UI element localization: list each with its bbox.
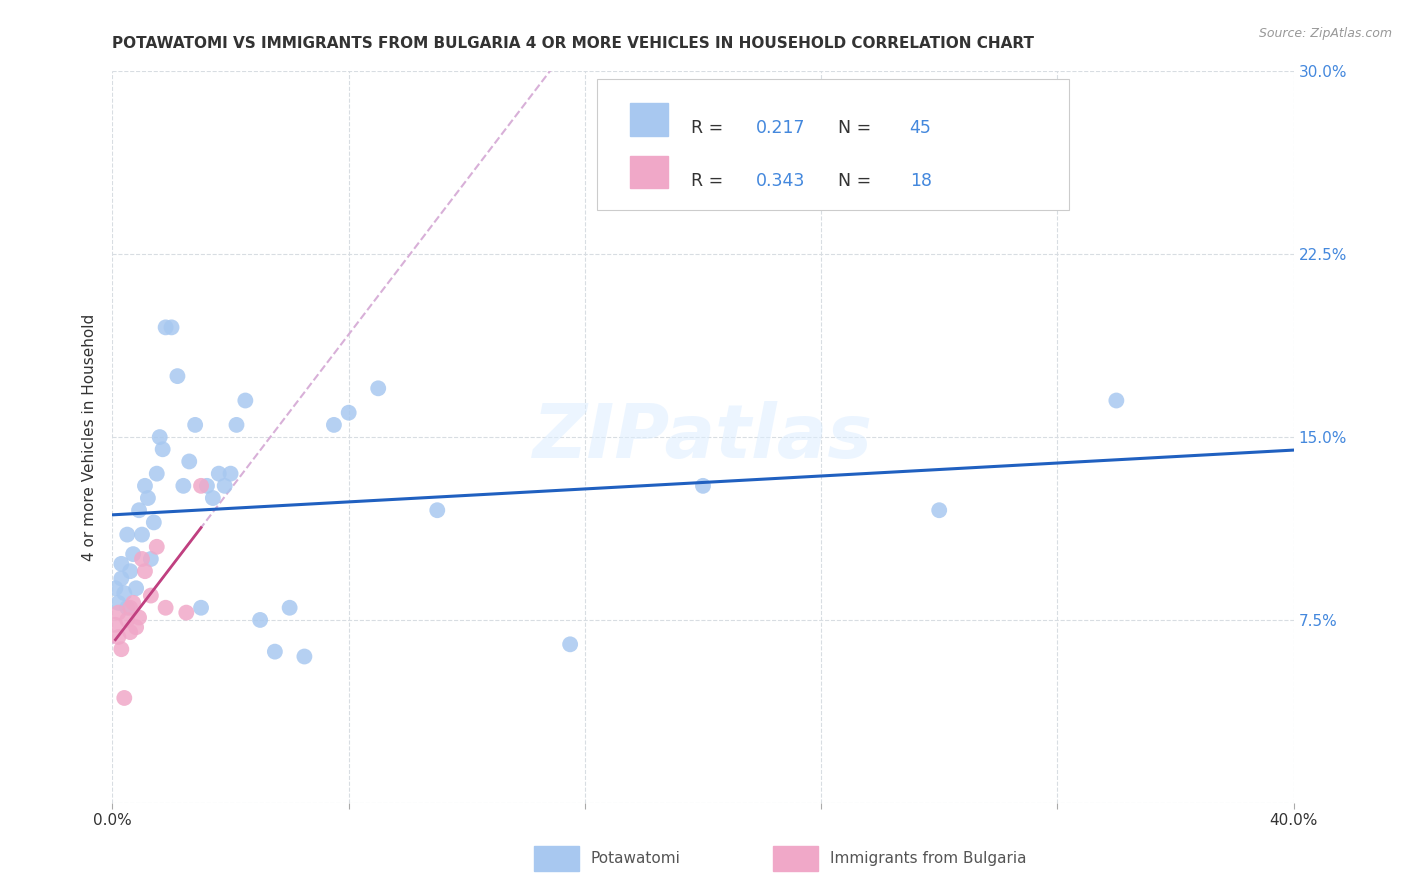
Point <box>278 600 301 615</box>
Point <box>110 572 132 586</box>
Point <box>426 503 449 517</box>
Text: POTAWATOMI VS IMMIGRANTS FROM BULGARIA 4 OR MORE VEHICLES IN HOUSEHOLD CORRELATI: POTAWATOMI VS IMMIGRANTS FROM BULGARIA 4… <box>112 36 1035 51</box>
Point <box>131 552 153 566</box>
Point <box>107 606 129 620</box>
Text: Source: ZipAtlas.com: Source: ZipAtlas.com <box>1258 27 1392 40</box>
Point <box>104 581 127 595</box>
Y-axis label: 4 or more Vehicles in Household: 4 or more Vehicles in Household <box>82 313 97 561</box>
Point <box>134 564 156 578</box>
Point <box>166 369 188 384</box>
Point <box>120 564 142 578</box>
Point <box>172 479 194 493</box>
Point <box>195 479 218 493</box>
Text: 0.343: 0.343 <box>756 172 806 190</box>
Point <box>112 586 135 600</box>
Point <box>219 467 242 481</box>
Point <box>249 613 271 627</box>
Text: 18: 18 <box>910 172 932 190</box>
Point <box>117 600 138 615</box>
Text: 45: 45 <box>910 120 932 137</box>
Point <box>146 467 169 481</box>
Text: 0.217: 0.217 <box>756 120 806 137</box>
Point <box>225 417 247 432</box>
FancyBboxPatch shape <box>630 155 668 188</box>
Point <box>214 479 236 493</box>
Point <box>337 406 360 420</box>
Point <box>131 527 153 541</box>
Point <box>107 630 129 644</box>
FancyBboxPatch shape <box>596 78 1069 211</box>
Point <box>152 442 174 457</box>
Text: Potawatomi: Potawatomi <box>591 851 681 865</box>
Point <box>107 596 129 610</box>
Point <box>155 320 177 334</box>
Point <box>104 617 127 632</box>
Text: ZIPatlas: ZIPatlas <box>533 401 873 474</box>
Point <box>179 454 201 468</box>
Point <box>125 620 148 634</box>
Point <box>112 690 135 705</box>
Point <box>292 649 315 664</box>
Point <box>190 600 212 615</box>
Point <box>558 637 582 651</box>
Point <box>160 320 183 334</box>
Point <box>117 613 138 627</box>
FancyBboxPatch shape <box>630 103 668 136</box>
Point <box>367 381 389 395</box>
Text: Immigrants from Bulgaria: Immigrants from Bulgaria <box>830 851 1026 865</box>
Point <box>208 467 231 481</box>
Point <box>128 503 150 517</box>
Point <box>110 557 132 571</box>
Text: N =: N = <box>827 172 877 190</box>
Text: R =: R = <box>692 172 728 190</box>
Point <box>122 547 145 561</box>
Point <box>323 417 346 432</box>
Point <box>117 527 138 541</box>
Point <box>190 479 212 493</box>
Point <box>174 606 197 620</box>
Point <box>136 491 159 505</box>
Point <box>122 596 145 610</box>
Point <box>146 540 169 554</box>
Point <box>184 417 207 432</box>
Point <box>201 491 224 505</box>
Point <box>155 600 177 615</box>
Point <box>134 479 156 493</box>
Point <box>692 479 714 493</box>
Point <box>928 503 950 517</box>
Point <box>264 645 287 659</box>
Text: R =: R = <box>692 120 728 137</box>
Point <box>139 552 162 566</box>
Point <box>142 516 165 530</box>
Point <box>1105 393 1128 408</box>
Point <box>125 581 148 595</box>
Point <box>110 642 132 657</box>
Point <box>149 430 172 444</box>
Point <box>120 625 142 640</box>
Text: N =: N = <box>827 120 877 137</box>
Point <box>120 600 142 615</box>
Point <box>139 589 162 603</box>
Point <box>128 610 150 624</box>
Point <box>233 393 256 408</box>
